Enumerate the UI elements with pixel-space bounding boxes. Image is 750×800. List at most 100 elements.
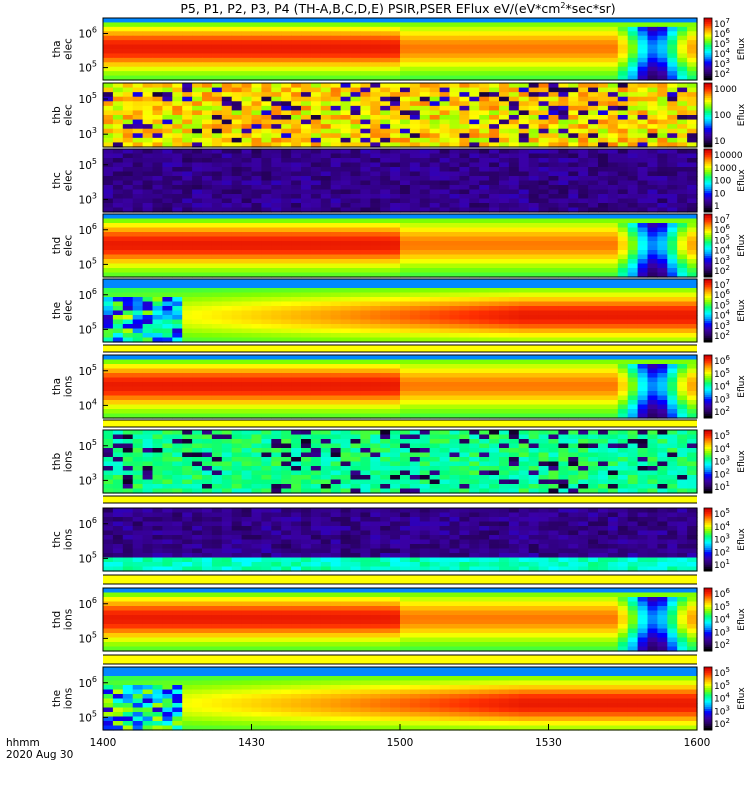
panel-label: thbions xyxy=(51,451,75,472)
colorbar-tick-label: 100 xyxy=(714,111,731,121)
panel-thb-elec: thbelec 105 103 1000 100 10 Eflux xyxy=(51,82,747,148)
y-tick-label: 103 xyxy=(79,126,97,141)
colorbar-tick-label: 102 xyxy=(714,67,730,80)
y-tick-label: 105 xyxy=(79,630,97,645)
y-tick-label: 105 xyxy=(79,550,97,565)
colorbar-tick-label: 107 xyxy=(714,213,730,226)
y-tick-label: 105 xyxy=(79,363,97,378)
panel-label: thaelec xyxy=(51,38,75,60)
colorbar-tick-label: 103 xyxy=(714,704,730,717)
colorbar-unit: Eflux xyxy=(737,687,747,710)
x-axis: 1400 1430 1500 1530 1600 xyxy=(90,724,711,749)
chart-title: P5, P1, P2, P3, P4 (TH-A,B,C,D,E) PSIR,P… xyxy=(180,1,615,16)
y-tick-label: 103 xyxy=(79,472,97,487)
colorbar-tick-label: 10000 xyxy=(714,151,743,161)
colorbar-tick-label: 104 xyxy=(714,244,730,257)
colorbar-tick-label: 107 xyxy=(714,17,730,30)
colorbar-tick-label: 106 xyxy=(714,288,730,301)
y-tick-label: 106 xyxy=(79,596,97,611)
x-axis-label: hhmm xyxy=(6,737,40,749)
panel-label: thbelec xyxy=(51,104,75,126)
y-tick-label: 105 xyxy=(79,438,97,453)
colorbar-tick-label: 106 xyxy=(714,223,730,236)
colorbar-tick-label: 105 xyxy=(714,429,730,442)
colorbar-tick-label: 104 xyxy=(714,692,730,705)
colorbar-tick-label: 1000 xyxy=(714,164,737,174)
y-tick-label: 106 xyxy=(79,222,97,237)
colorbar-tick-label: 103 xyxy=(714,319,730,332)
colorbar-unit: Eflux xyxy=(737,103,747,126)
colorbar-tick-label: 105 xyxy=(714,600,730,613)
colorbar-tick-label: 106 xyxy=(714,354,730,367)
panel-label: thdelec xyxy=(51,234,75,256)
colorbar-tick-label: 104 xyxy=(714,520,730,533)
colorbar-unit: Eflux xyxy=(737,37,747,60)
colorbar-tick-label: 106 xyxy=(714,587,730,600)
colorbar-unit: Eflux xyxy=(737,608,747,631)
y-tick-label: 106 xyxy=(79,26,97,41)
colorbar-tick-label: 10 xyxy=(714,189,726,199)
colorbar-tick-label: 103 xyxy=(714,455,730,468)
colorbar-tick-label: 102 xyxy=(714,405,730,418)
y-tick-label: 105 xyxy=(79,157,97,172)
colorbar-unit: Eflux xyxy=(737,299,747,322)
colorbar-tick-label: 103 xyxy=(714,533,730,546)
panel-label: theelec xyxy=(51,299,75,321)
colorbar-tick-label: 105 xyxy=(714,233,730,246)
y-tick-label: 105 xyxy=(79,256,97,271)
colorbar-tick-label: 107 xyxy=(714,278,730,291)
colorbar-tick-label: 104 xyxy=(714,309,730,322)
colorbar-unit: Eflux xyxy=(737,450,747,473)
colorbar-tick-label: 105 xyxy=(714,507,730,520)
colorbar-tick-label: 104 xyxy=(714,380,730,393)
colorbar-tick-label: 100 xyxy=(714,177,731,187)
colorbar-tick-label: 104 xyxy=(714,613,730,626)
x-tick-label: 1400 xyxy=(90,737,117,749)
panel-label: thcelec xyxy=(51,169,75,191)
colorbar-tick-label: 105 xyxy=(714,679,730,692)
colorbar-tick-label: 104 xyxy=(714,442,730,455)
colorbar: 1000 100 10 Eflux xyxy=(703,82,747,148)
x-tick-label: 1500 xyxy=(387,737,414,749)
panel-label: thcions xyxy=(51,529,75,550)
colorbar-unit: Eflux xyxy=(737,375,747,398)
colorbar-unit: Eflux xyxy=(737,234,747,257)
y-tick-label: 105 xyxy=(79,321,97,336)
colorbar-unit: Eflux xyxy=(737,169,747,192)
colorbar-tick-label: 102 xyxy=(714,545,730,558)
y-tick-label: 104 xyxy=(79,397,97,412)
colorbar-tick-label: 102 xyxy=(714,467,730,480)
colorbar-unit: Eflux xyxy=(737,528,747,551)
colorbar-tick-label: 101 xyxy=(714,480,730,493)
colorbar-tick-label: 103 xyxy=(714,625,730,638)
panel-label: theions xyxy=(51,688,75,709)
colorbar-tick-label: 103 xyxy=(714,392,730,405)
x-tick-label: 1600 xyxy=(684,737,711,749)
colorbar-tick-label: 102 xyxy=(714,717,730,730)
panels: thaelec106105107106105104103102Efluxthbe… xyxy=(51,17,747,731)
colorbar-tick-label: 105 xyxy=(714,367,730,380)
colorbar-tick-label: 102 xyxy=(714,329,730,342)
colorbar-tick-label: 105 xyxy=(714,298,730,311)
panel-label: thaions xyxy=(51,376,75,397)
colorbar-tick-label: 105 xyxy=(714,666,730,679)
colorbar-tick-label: 102 xyxy=(714,638,730,651)
colorbar-tick-label: 101 xyxy=(714,558,730,571)
y-tick-label: 106 xyxy=(79,516,97,531)
y-tick-label: 103 xyxy=(79,191,97,206)
